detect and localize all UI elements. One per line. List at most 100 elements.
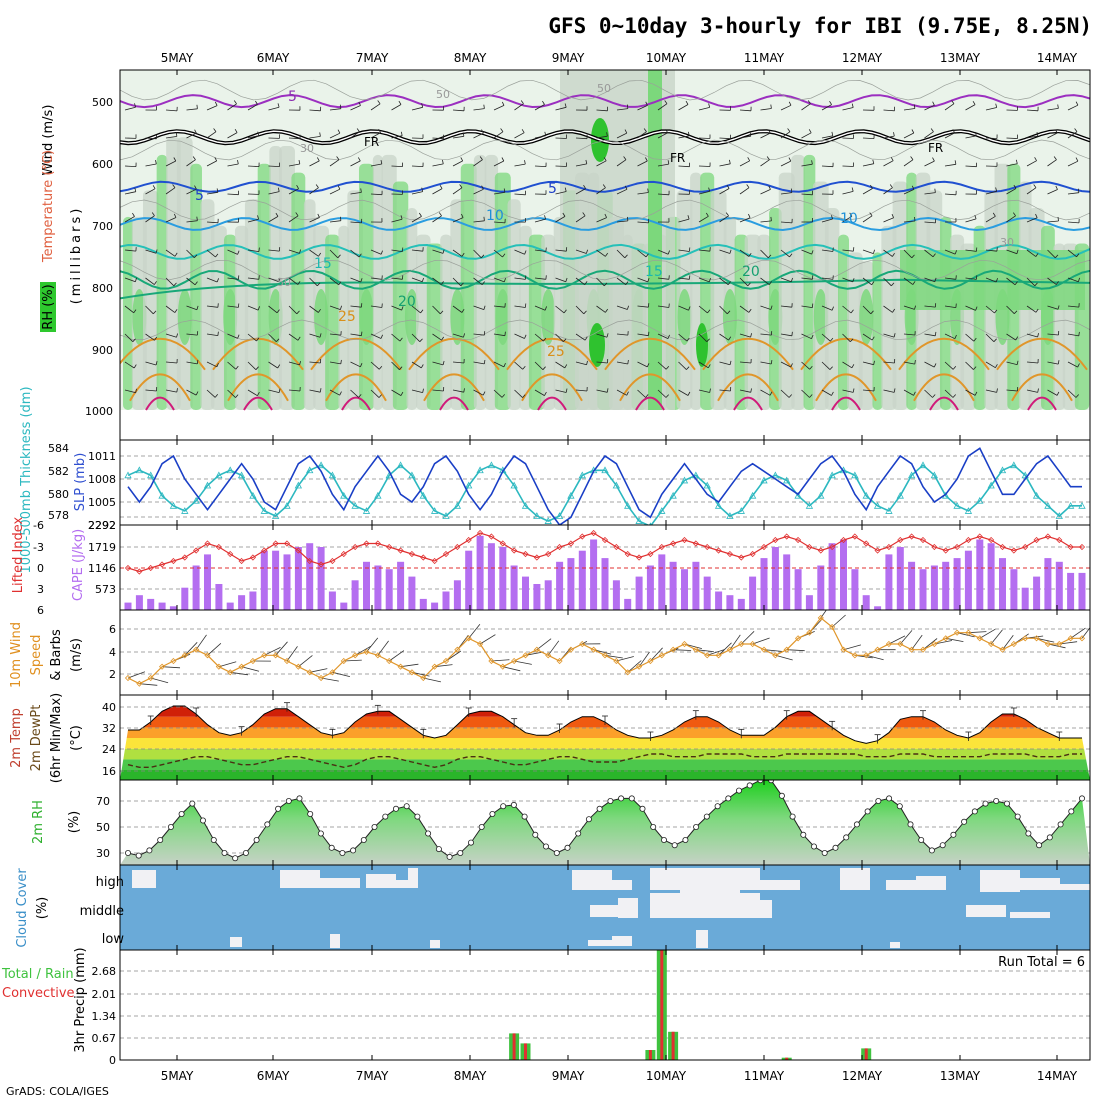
wind-barb: [760, 277, 770, 286]
wind-barb: [820, 610, 827, 619]
li-point: [442, 550, 450, 558]
wind-barb: [821, 305, 833, 311]
wind-barb: [596, 333, 608, 338]
wind-barb-flag: [316, 157, 320, 162]
precip-panel: Run Total = 6 2.68 2.01 1.34 0.67 0 Tota…: [1, 947, 1091, 1067]
li-point: [1078, 543, 1086, 551]
wind-barb-flag: [522, 394, 526, 398]
wind-barb: [1047, 159, 1057, 167]
wind-barb-flag: [257, 215, 259, 220]
wind-barb: [616, 333, 628, 336]
wind-barb: [547, 640, 560, 656]
isotherm-freezing: [120, 130, 1090, 144]
wind-tick: 4: [109, 646, 116, 659]
li-point: [545, 550, 552, 558]
wind-barb-flag: [192, 156, 196, 160]
li-point: [647, 550, 654, 558]
wind-barb-flag: [790, 363, 793, 368]
li-point: [726, 550, 733, 558]
cape-bar: [681, 569, 688, 610]
li-point: [352, 543, 359, 551]
wind-barb: [534, 361, 544, 370]
wind-barb: [391, 249, 403, 252]
rh-contour: [120, 139, 1090, 161]
wind-barb-flag: [586, 360, 588, 365]
rh-point: [285, 798, 292, 805]
rh-contour: [120, 319, 1090, 341]
wind-barb: [760, 389, 771, 396]
thickness-point: [135, 466, 144, 474]
wind-barb-flag: [583, 310, 587, 315]
wind-barb: [780, 192, 792, 195]
li-point: [942, 547, 949, 554]
wind-barb-flag: [319, 132, 321, 137]
wind-tick: 2: [109, 668, 116, 681]
wind-barb: [775, 654, 793, 661]
cloud-block: [760, 880, 800, 890]
wind-barb: [432, 188, 443, 195]
cape-bar: [749, 576, 757, 610]
li-point: [499, 540, 506, 547]
wind-barb-flag: [356, 128, 360, 132]
cloud-block: [890, 942, 900, 948]
cloud-block: [132, 870, 156, 888]
wind-barb-flag: [831, 391, 834, 396]
wind-barb-flag: [1037, 333, 1039, 338]
wind-barb-flag: [728, 336, 732, 341]
rh-point: [1046, 834, 1053, 841]
wind-barb: [329, 188, 341, 195]
li-tick: 6: [37, 604, 44, 617]
wind-barb-flag: [934, 277, 937, 282]
cape-bar: [397, 561, 405, 610]
wind-barb: [707, 649, 725, 656]
wind-barb: [227, 389, 236, 398]
thickness-point: [237, 471, 246, 479]
wind-barb-flag: [483, 359, 486, 364]
wind-barb: [780, 131, 791, 139]
rh-point: [1014, 813, 1021, 820]
wind-barb: [821, 135, 833, 139]
wind-barb: [657, 193, 670, 196]
wind-barb-flag: [216, 278, 219, 283]
wind-barb: [883, 249, 893, 257]
li-point: [1067, 543, 1074, 551]
wind-barb-flag: [725, 212, 729, 217]
wind-barb: [555, 191, 567, 195]
wind-barb: [124, 249, 136, 252]
wind-barb: [760, 220, 772, 223]
cape-tick: 573: [95, 583, 116, 596]
wind-barb-flag: [440, 281, 444, 285]
cape-bar: [442, 591, 450, 610]
wind-barb-flag: [542, 366, 546, 370]
wind-barb: [903, 249, 913, 259]
isotherm-line: [120, 94, 1090, 109]
thickness-point: [283, 501, 291, 509]
wind-speed-point: [851, 652, 858, 659]
wind-barb-flag: [727, 310, 731, 315]
date-label: 8MAY: [454, 51, 487, 65]
ylabel-precip-units: 3hr Precip (mm): [73, 947, 88, 1052]
wind-barb-flag: [318, 252, 322, 257]
cape-bar: [919, 569, 927, 610]
wind-barb: [719, 249, 731, 254]
rh-plume: [234, 225, 249, 410]
wind-barb: [922, 638, 938, 651]
date-label: 14MAY: [1037, 1069, 1078, 1083]
wind-barb-flag: [789, 253, 793, 258]
li-point: [533, 554, 540, 561]
wind-barb: [1036, 637, 1055, 643]
wind-barb: [525, 651, 544, 656]
wind-barb: [944, 361, 954, 370]
wind-barb: [934, 640, 953, 645]
wind-barb: [862, 188, 873, 195]
wind-barb-flag: [378, 365, 383, 370]
isotherm-label: 5: [548, 181, 557, 197]
wind-barb-flag: [665, 129, 669, 133]
wind-barb: [227, 305, 239, 308]
cape-bar: [1033, 576, 1041, 610]
wind-barb: [780, 221, 793, 224]
slp-tick: 2292: [88, 519, 116, 532]
li-point: [488, 533, 495, 540]
wind-barb: [411, 165, 424, 167]
wind-barb: [862, 137, 875, 139]
